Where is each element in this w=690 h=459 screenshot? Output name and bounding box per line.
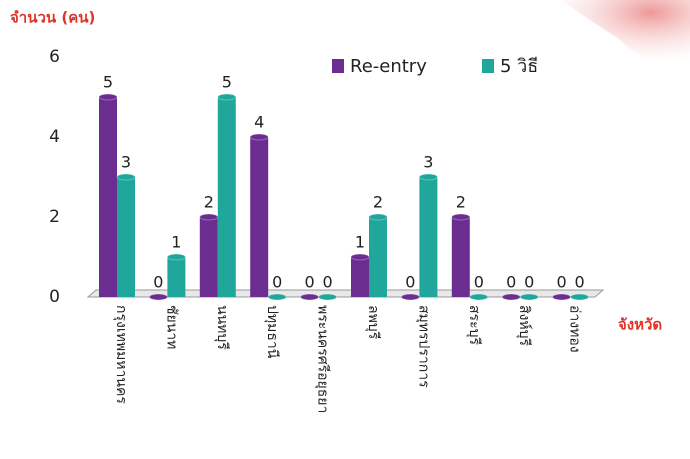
- bar: [200, 217, 218, 297]
- value-label: 0: [524, 273, 534, 292]
- bar: [419, 177, 437, 297]
- bar-cap: [351, 254, 369, 260]
- value-label: 0: [272, 273, 282, 292]
- bar-cap: [117, 174, 135, 180]
- bar: [117, 177, 135, 297]
- bar: [351, 257, 369, 297]
- value-label: 0: [506, 273, 516, 292]
- x-tick-label: อ่างทอง: [567, 305, 583, 353]
- value-label: 1: [171, 233, 181, 252]
- bar-cap: [200, 214, 218, 220]
- bar: [250, 137, 268, 297]
- bar-cap: [452, 214, 470, 220]
- bar-cap: [149, 294, 167, 300]
- bar-cap: [167, 254, 185, 260]
- x-tick-label: ลพบุรี: [365, 305, 381, 340]
- value-label: 0: [153, 273, 163, 292]
- y-tick-label: 4: [49, 127, 60, 147]
- value-label: 4: [254, 113, 264, 132]
- x-tick-label: สระบุรี: [466, 305, 482, 345]
- chart: จำนวน (คน) จังหวัด 0 2 4 6 กรุงเทพมหานคร 5 3 ชั…: [0, 0, 690, 459]
- bar-cap: [250, 134, 268, 140]
- bar: [218, 97, 236, 297]
- bar-cap: [419, 174, 437, 180]
- bar-cap: [571, 294, 589, 300]
- bar-cap: [520, 294, 538, 300]
- value-label: 0: [575, 273, 585, 292]
- x-tick-label: กรุงเทพมหานคร: [113, 305, 129, 404]
- legend-swatch: [482, 59, 494, 73]
- bar-cap: [99, 94, 117, 100]
- bar: [99, 97, 117, 297]
- value-label: 2: [373, 193, 383, 212]
- value-label: 3: [423, 153, 433, 172]
- x-tick-label: ปทุมธานี: [264, 305, 280, 359]
- x-tick-label: พระนครศรีอยุธยา: [315, 305, 331, 413]
- bar-cap: [553, 294, 571, 300]
- value-label: 0: [474, 273, 484, 292]
- bar-cap: [470, 294, 488, 300]
- value-label: 0: [557, 273, 567, 292]
- bar-cap: [502, 294, 520, 300]
- bar: [167, 257, 185, 297]
- value-label: 5: [103, 73, 113, 92]
- bar-cap: [268, 294, 286, 300]
- bar: [452, 217, 470, 297]
- y-tick-label: 0: [49, 287, 60, 307]
- legend-label: Re-entry: [350, 56, 427, 77]
- y-axis-label: จำนวน (คน): [10, 9, 95, 27]
- x-tick-label: ชัยนาท: [163, 305, 179, 349]
- bar: [369, 217, 387, 297]
- bar-cap: [301, 294, 319, 300]
- x-tick-label: สมุทรปราการ: [415, 305, 431, 388]
- value-label: 0: [405, 273, 415, 292]
- bar-cap: [401, 294, 419, 300]
- legend-label: 5 วิธี: [500, 56, 538, 77]
- legend-swatch: [332, 59, 344, 73]
- value-label: 2: [204, 193, 214, 212]
- x-axis-label: จังหวัด: [618, 316, 662, 334]
- bar-cap: [218, 94, 236, 100]
- value-label: 3: [121, 153, 131, 172]
- value-label: 5: [222, 73, 232, 92]
- y-tick-label: 2: [49, 207, 60, 227]
- y-tick-label: 6: [49, 47, 60, 67]
- bar-cap: [319, 294, 337, 300]
- bar-cap: [369, 214, 387, 220]
- value-label: 0: [323, 273, 333, 292]
- x-tick-label: นนทบุรี: [214, 305, 230, 350]
- decoration: [560, 0, 690, 63]
- x-tick-label: สิงห์บุรี: [516, 305, 533, 346]
- value-label: 2: [456, 193, 466, 212]
- value-label: 1: [355, 233, 365, 252]
- value-label: 0: [305, 273, 315, 292]
